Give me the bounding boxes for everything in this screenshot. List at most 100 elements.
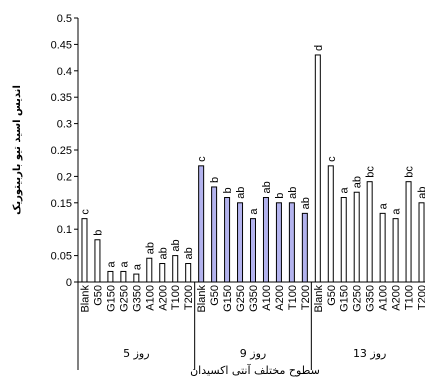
category-label: G250	[235, 285, 247, 312]
y-tick-label: 0.25	[51, 145, 72, 157]
significance-letter: b	[274, 193, 286, 199]
category-label: Blank	[313, 285, 325, 313]
category-label: A200	[157, 285, 169, 311]
group-label: روز 9	[240, 347, 266, 360]
y-tick-label: 0.35	[51, 92, 72, 104]
y-tick-label: 0.45	[51, 39, 72, 51]
significance-letter: b	[209, 177, 221, 183]
significance-letter: a	[248, 208, 260, 215]
category-label: G150	[105, 285, 117, 312]
bar	[262, 197, 269, 283]
bar	[224, 197, 231, 283]
group-label: روز 5	[123, 347, 149, 360]
category-label: Blank	[196, 285, 208, 313]
y-tick-label: 0.2	[57, 171, 72, 183]
y-tick-label: 0	[66, 277, 72, 289]
category-label: G350	[365, 285, 377, 312]
bar	[159, 263, 166, 283]
significance-letter: a	[339, 187, 351, 194]
significance-letter: a	[118, 260, 130, 267]
bar	[353, 191, 360, 283]
y-tick-label: 0.5	[57, 13, 72, 25]
y-axis-title: اندیس اسید تیو باربیتوریک	[12, 85, 23, 215]
category-label: G150	[339, 285, 351, 312]
bar	[314, 54, 321, 283]
category-label: T100	[404, 285, 416, 310]
bar	[275, 202, 282, 283]
significance-letter: ab	[183, 247, 195, 259]
significance-letter: ab	[170, 239, 182, 251]
bar	[392, 218, 399, 283]
bar	[288, 202, 295, 283]
category-label: G350	[131, 285, 143, 312]
category-label: A100	[144, 285, 156, 311]
bar	[250, 218, 256, 283]
bar	[418, 202, 425, 283]
significance-letter: ab	[144, 242, 156, 254]
category-label: T100	[287, 285, 299, 310]
significance-letter: ab	[235, 187, 247, 199]
significance-letter: c	[79, 209, 91, 215]
x-axis-title: سطوح مختلف آنتی اکسیدان	[190, 363, 320, 377]
category-label: A100	[378, 285, 390, 311]
bar	[405, 181, 412, 283]
category-label: A200	[274, 285, 286, 311]
category-label: T200	[300, 285, 312, 310]
bar	[366, 181, 373, 283]
significance-letter: bc	[365, 166, 377, 178]
bar	[146, 257, 153, 283]
bar	[198, 165, 205, 283]
significance-letter: ab	[300, 197, 312, 209]
category-label: G150	[222, 285, 234, 312]
bar	[172, 255, 179, 283]
group-label: روز 13	[353, 347, 386, 360]
category-label: Blank	[79, 285, 91, 313]
significance-letter: ab	[417, 187, 425, 199]
bar	[107, 270, 114, 283]
category-label: G50	[209, 285, 221, 306]
category-label: G250	[118, 285, 130, 312]
significance-letter: a	[131, 263, 143, 270]
bar	[301, 212, 308, 283]
bar	[211, 186, 218, 283]
category-label: G350	[248, 285, 260, 312]
y-tick-label: 0.1	[57, 224, 72, 236]
significance-letter: ab	[157, 247, 169, 259]
significance-letter: c	[196, 156, 208, 162]
bar	[94, 239, 101, 283]
category-label: G50	[326, 285, 338, 306]
y-tick-label: 0.15	[51, 198, 72, 210]
bar	[340, 197, 347, 283]
bar	[120, 270, 127, 283]
significance-letter: ab	[352, 176, 364, 188]
y-tick-label: 0.4	[57, 66, 72, 78]
significance-letter: a	[391, 208, 403, 215]
category-label: T200	[417, 285, 425, 310]
category-label: T100	[170, 285, 182, 310]
y-tick-label: 0.05	[51, 251, 72, 263]
significance-letter: d	[313, 45, 325, 51]
category-label: A200	[391, 285, 403, 311]
significance-letter: b	[222, 187, 234, 193]
bar	[133, 273, 140, 283]
category-label: G50	[92, 285, 104, 306]
bar	[81, 218, 88, 283]
significance-letter: a	[378, 202, 390, 209]
x-axis: Blank G50 G150 G250 G350 A100 A200 T100 T200روز …	[77, 281, 425, 370]
significance-letter: ab	[261, 181, 273, 193]
y-axis: 0 0.05 0.1 0.15 0.2 0.25 0.3 0.35 0.4 0.45 0.5	[51, 13, 79, 289]
y-tick-label: 0.3	[57, 119, 72, 131]
category-label: A100	[261, 285, 273, 311]
significance-letter: bc	[404, 166, 416, 178]
category-label: G250	[352, 285, 364, 312]
bar	[379, 212, 386, 283]
significance-letter: ab	[287, 187, 299, 199]
significance-letter: c	[326, 156, 338, 162]
significance-letter: b	[92, 230, 104, 236]
bar	[327, 165, 334, 283]
bar	[237, 202, 244, 283]
bar	[185, 263, 192, 283]
category-label: T200	[183, 285, 195, 310]
